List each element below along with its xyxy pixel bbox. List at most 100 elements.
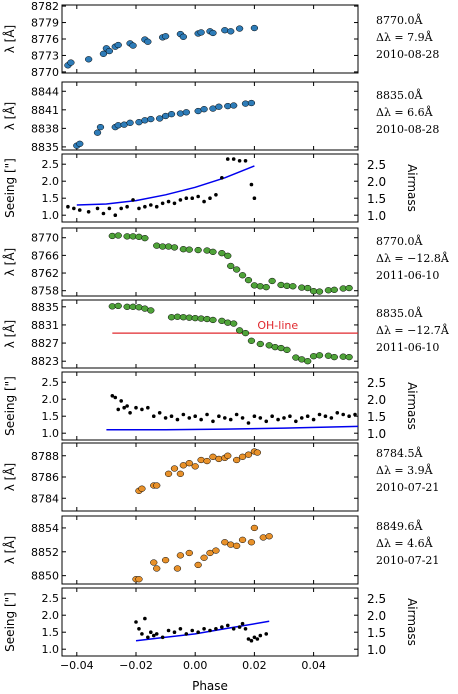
seeing-point: [237, 625, 242, 629]
data-point: [304, 284, 312, 292]
side-label-date: 2010-08-28: [376, 123, 440, 136]
y2-axis-label: Airmass: [405, 164, 419, 212]
seeing-point: [140, 632, 144, 636]
seeing-point: [353, 412, 357, 417]
seeing-point: [77, 208, 82, 212]
data-point: [200, 554, 208, 561]
seeing-point: [323, 414, 328, 419]
side-label-3: 8770.0Å Δλ = −12.8Å 2011-06-10: [376, 233, 458, 284]
data-point: [235, 327, 244, 334]
side-label-delta: Δλ = −12.8Å: [376, 252, 449, 265]
side-label-delta: Δλ = 6.6Å: [376, 106, 433, 119]
seeing-point: [220, 625, 224, 629]
seeing-point: [243, 627, 248, 631]
data-point: [200, 106, 208, 113]
data-point: [212, 547, 220, 554]
data-point: [170, 244, 179, 251]
seeing-point: [240, 416, 245, 420]
data-point: [135, 576, 143, 583]
y2-tick-label: 1.5: [367, 410, 386, 424]
seeing-point: [125, 404, 129, 408]
seeing-point: [116, 407, 121, 412]
y-tick-label: 8831: [31, 319, 59, 332]
y2-axis-label: Airmass: [405, 598, 419, 646]
seeing-point: [294, 419, 298, 424]
x-axis-label: Phase: [192, 679, 228, 693]
seeing-point: [137, 206, 141, 211]
data-point: [179, 33, 188, 40]
seeing-point: [317, 412, 322, 417]
data-point: [185, 460, 193, 467]
seeing-point: [172, 630, 177, 634]
data-point: [147, 115, 155, 123]
y-tick-label: 1.0: [42, 427, 60, 440]
side-label-line: 8849.6Å: [376, 520, 423, 533]
data-point: [147, 307, 155, 314]
side-label-delta: Δλ = −12.7Å: [376, 324, 449, 337]
seeing-point: [208, 628, 212, 633]
seeing-point: [217, 414, 221, 419]
data-point: [176, 552, 185, 559]
seeing-point: [181, 412, 186, 417]
side-label-2: 8835.0Å Δλ = 6.6Å 2010-08-28: [376, 87, 458, 138]
oh-line-label: OH-line: [257, 319, 298, 332]
side-label-4: 8835.0Å Δλ = −12.7Å 2011-06-10: [376, 305, 458, 356]
seeing-point: [237, 159, 242, 163]
seeing-point: [199, 417, 203, 422]
y-tick-label: 8770: [31, 232, 59, 245]
side-label-6: 8849.6Å Δλ = 4.6Å 2010-07-21: [376, 518, 458, 569]
seeing-point: [163, 416, 168, 420]
seeing-point: [264, 419, 269, 424]
y2-tick-label: 2.5: [367, 158, 386, 172]
panel-2: 8835 8838 8841 8844 λ [Å]: [2, 81, 359, 154]
seeing-point: [134, 620, 138, 624]
seeing-point: [140, 407, 144, 412]
data-point: [185, 549, 193, 557]
y2-tick-label: 2.0: [367, 609, 386, 623]
seeing-point: [154, 204, 159, 209]
y-tick-label: 8782: [31, 0, 59, 13]
seeing-point: [252, 635, 257, 640]
seeing-point: [214, 193, 218, 197]
y-tick-label: 2.5: [42, 592, 60, 605]
data-point: [224, 452, 232, 459]
y-axis-label: λ [Å]: [2, 536, 17, 565]
y2-tick-label: 2.5: [367, 376, 386, 390]
seeing-point: [243, 159, 248, 163]
seeing-point: [225, 157, 230, 161]
y-tick-label: 8788: [31, 450, 59, 463]
data-point: [173, 565, 182, 572]
seeing-point: [299, 416, 304, 420]
data-point: [330, 286, 338, 293]
y-tick-label: 8762: [31, 267, 59, 280]
seeing-point: [246, 421, 251, 425]
data-point: [194, 561, 202, 569]
y-tick-label: 8758: [31, 285, 59, 298]
seeing-point: [214, 627, 218, 631]
data-point: [283, 346, 291, 354]
y-axis-label: Seeing ["]: [3, 592, 17, 652]
seeing-point: [113, 395, 118, 400]
seeing-point: [202, 627, 206, 631]
data-point: [138, 485, 146, 492]
seeing-point: [264, 632, 269, 636]
data-point: [345, 284, 353, 292]
y-axis-label: λ [Å]: [2, 25, 17, 54]
y-tick-label: 2.5: [42, 376, 60, 389]
seeing-point: [282, 416, 286, 420]
data-point: [244, 451, 253, 458]
seeing-point: [172, 201, 177, 206]
seeing-point: [184, 196, 189, 200]
x-tick-label: 0.00: [183, 659, 208, 672]
panel-4: 8758 8762 8766 8770 λ [Å]: [2, 227, 359, 298]
y2-tick-label: 1.0: [367, 209, 386, 223]
y-tick-label: 8827: [31, 337, 59, 350]
data-point: [150, 559, 158, 566]
y2-tick-label: 2.0: [367, 393, 386, 407]
y-tick-label: 2.5: [42, 158, 60, 171]
data-point: [227, 262, 235, 270]
seeing-point: [178, 198, 183, 202]
data-point: [93, 129, 102, 136]
data-point: [289, 283, 297, 290]
data-point: [170, 465, 179, 472]
